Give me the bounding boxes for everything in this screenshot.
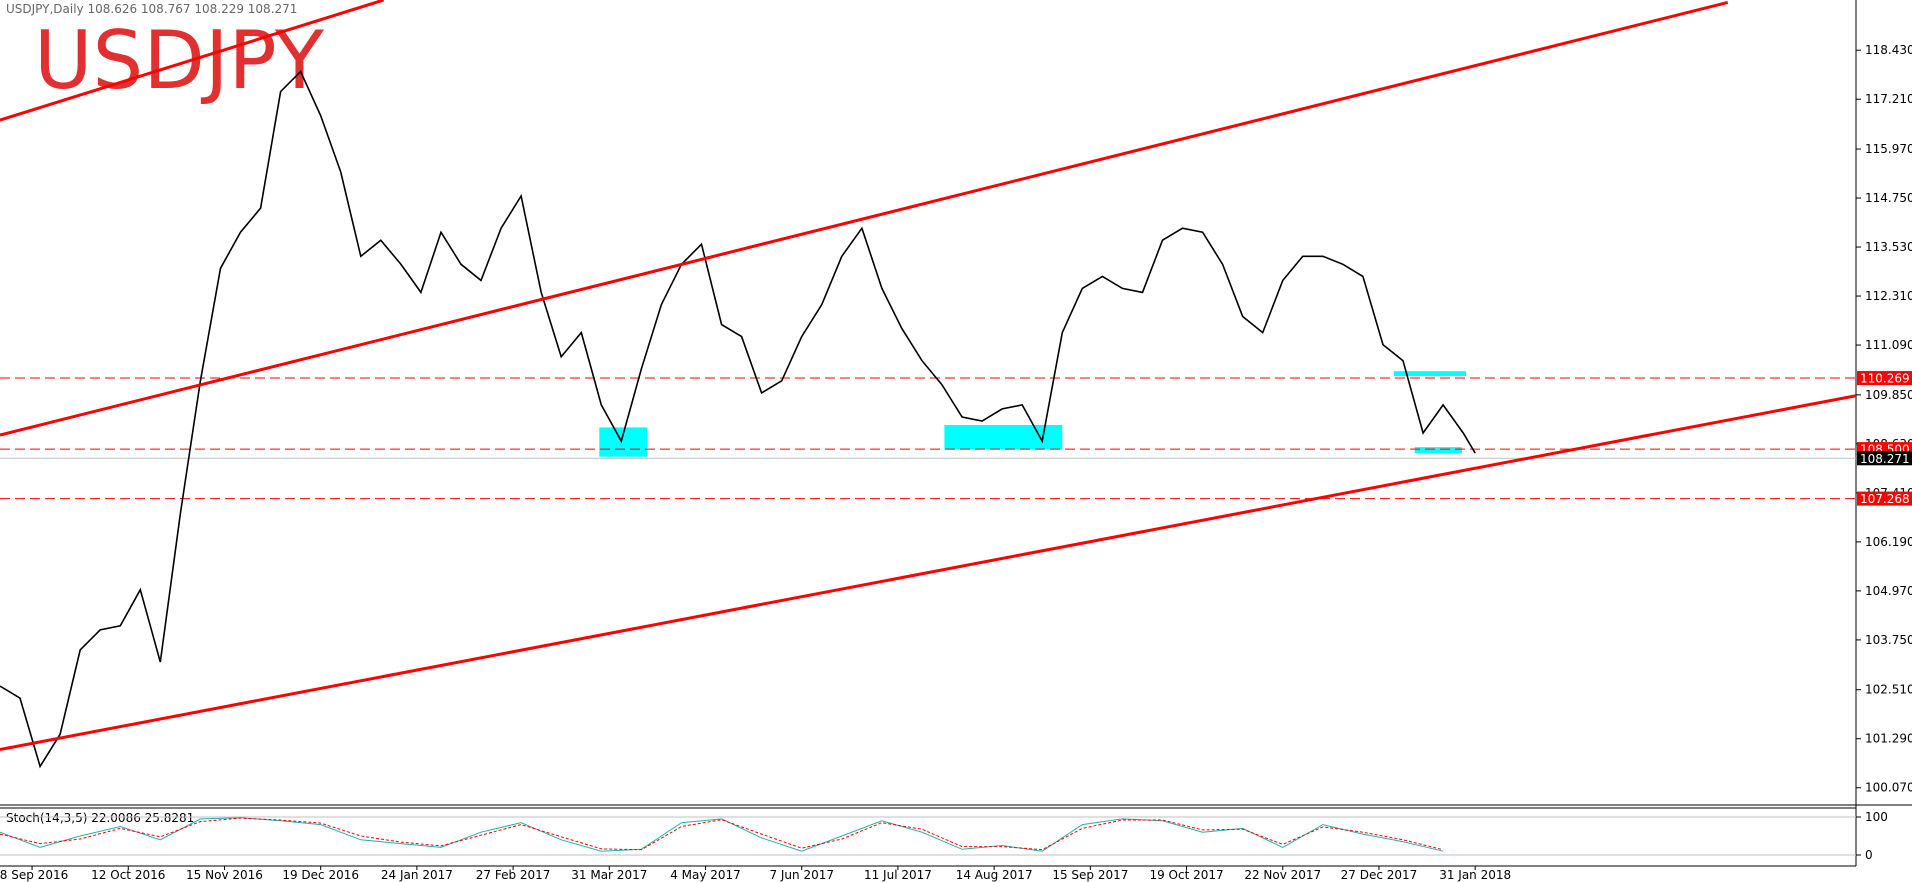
y-tick-label: 112.310 [1865, 289, 1912, 303]
x-tick-label: 19 Dec 2016 [282, 868, 359, 882]
price-level-box [1857, 491, 1912, 506]
y-tick-label: 118.430 [1865, 43, 1912, 57]
y-tick-label: 0 [1865, 848, 1873, 862]
x-tick-label: 15 Sep 2017 [1052, 868, 1128, 882]
x-tick-label: 27 Dec 2017 [1341, 868, 1418, 882]
y-tick-label: 100 [1865, 810, 1888, 824]
y-tick-label: 113.530 [1865, 240, 1912, 254]
y-tick-label: 101.290 [1865, 732, 1912, 746]
x-tick-label: 22 Nov 2017 [1244, 868, 1321, 882]
y-tick-label: 102.510 [1865, 683, 1912, 697]
x-tick-label: 31 Jan 2018 [1439, 868, 1511, 882]
trendline [0, 394, 1856, 752]
plot-area [0, 0, 1856, 769]
y-tick-label: 117.210 [1865, 92, 1912, 106]
chart-title: USDJPY [34, 14, 325, 107]
x-tick-label: 24 Jan 2017 [381, 868, 453, 882]
x-tick-label: 4 May 2017 [670, 868, 741, 882]
x-tick-label: 19 Oct 2017 [1149, 868, 1223, 882]
x-tick-label: 12 Oct 2016 [91, 868, 165, 882]
x-tick-label: 31 Mar 2017 [571, 868, 647, 882]
price-level-label: 108.271 [1860, 452, 1910, 466]
zone [1414, 447, 1462, 454]
x-tick-label: 14 Aug 2017 [956, 868, 1033, 882]
y-tick-label: 104.970 [1865, 584, 1912, 598]
x-tick-label: 11 Jul 2017 [864, 868, 932, 882]
y-tick-label: 106.190 [1865, 535, 1912, 549]
trendline [0, 0, 1729, 437]
x-tick-label: 27 Feb 2017 [476, 868, 551, 882]
x-tick-label: 7 Jun 2017 [769, 868, 834, 882]
price-level-label: 107.268 [1860, 492, 1910, 506]
price-line [0, 70, 1476, 769]
x-tick-label: 8 Sep 2016 [0, 868, 68, 882]
price-level-label: 110.269 [1860, 372, 1910, 386]
y-tick-label: 111.090 [1865, 338, 1912, 352]
y-tick-label: 103.750 [1865, 633, 1912, 647]
indicator-title: Stoch(14,3,5) 22.0086 25.8281 [6, 811, 194, 825]
y-tick-label: 115.970 [1865, 142, 1912, 156]
zone [1393, 371, 1466, 376]
chart-subtitle: USDJPY,Daily 108.626 108.767 108.229 108… [6, 2, 297, 16]
y-tick-label: 109.850 [1865, 388, 1912, 402]
y-tick-label: 100.070 [1865, 781, 1912, 795]
price-level-box [1857, 451, 1912, 466]
y-tick-label: 114.750 [1865, 191, 1912, 205]
trendline [0, 0, 385, 122]
price-line [0, 817, 1444, 851]
price-level-box [1857, 371, 1912, 386]
x-tick-label: 15 Nov 2016 [186, 868, 263, 882]
